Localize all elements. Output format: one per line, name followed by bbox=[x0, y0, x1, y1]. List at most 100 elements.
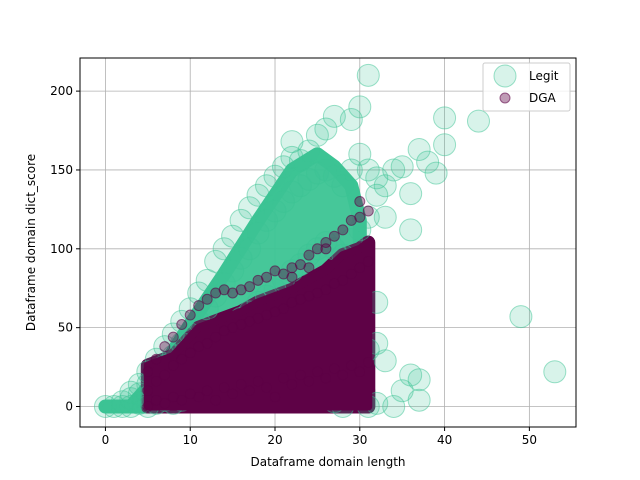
dga-point bbox=[261, 382, 273, 394]
plot-frame bbox=[79, 57, 577, 428]
legit-point bbox=[170, 309, 194, 333]
dga-point bbox=[150, 353, 162, 365]
y-tick-label: 0 bbox=[65, 400, 73, 414]
dga-point bbox=[277, 303, 289, 315]
dga-point bbox=[184, 347, 196, 359]
legit-point bbox=[110, 395, 134, 418]
legend-dga-marker bbox=[499, 92, 511, 104]
dga-point bbox=[210, 394, 222, 406]
dga-point bbox=[201, 337, 213, 349]
legit-point bbox=[424, 161, 448, 185]
dga-point bbox=[286, 378, 298, 390]
dga-point bbox=[218, 382, 230, 394]
legit-point bbox=[348, 95, 372, 119]
legit-point bbox=[509, 305, 533, 329]
x-tick-label: 0 bbox=[102, 433, 110, 447]
dga-point bbox=[320, 372, 332, 384]
dga-point bbox=[244, 281, 256, 293]
dga-point bbox=[159, 369, 171, 381]
dga-point bbox=[227, 388, 239, 400]
y-tick-label: 50 bbox=[58, 321, 73, 335]
y-axis-label: Dataframe domain dict_score bbox=[24, 154, 38, 331]
legit-point bbox=[466, 109, 490, 133]
legit-point bbox=[255, 174, 279, 198]
x-tick-label: 20 bbox=[267, 433, 282, 447]
dga-point bbox=[193, 391, 205, 403]
dga-dense-band-top bbox=[143, 238, 373, 411]
dga-point bbox=[362, 356, 374, 368]
dga-point bbox=[176, 394, 188, 406]
legit-point bbox=[407, 368, 431, 392]
legit-point bbox=[195, 297, 219, 321]
legit-point bbox=[433, 106, 457, 130]
legit-point bbox=[221, 259, 245, 283]
legit-point bbox=[238, 196, 262, 220]
dga-point bbox=[142, 385, 154, 397]
y-tick-label: 200 bbox=[50, 84, 73, 98]
legit-point bbox=[365, 166, 389, 190]
dga-point bbox=[201, 385, 213, 397]
legit-point bbox=[204, 284, 228, 308]
dga-point bbox=[354, 262, 366, 274]
legit-point bbox=[314, 117, 338, 141]
dga-point bbox=[345, 268, 357, 280]
legit-point bbox=[229, 246, 253, 270]
dga-point bbox=[235, 378, 247, 390]
dga-point bbox=[261, 271, 273, 283]
dga-point bbox=[159, 397, 171, 409]
legit-point bbox=[263, 199, 287, 223]
dga-point bbox=[345, 360, 357, 371]
y-tick-label: 100 bbox=[50, 242, 73, 256]
dga-point bbox=[311, 366, 323, 378]
dga-point bbox=[354, 211, 366, 223]
dga-point bbox=[294, 369, 306, 381]
dga-point bbox=[159, 341, 171, 353]
dga-point bbox=[193, 300, 205, 312]
legit-point bbox=[305, 161, 329, 185]
dga-point bbox=[167, 360, 179, 371]
dga-point bbox=[303, 249, 315, 261]
dga-point bbox=[328, 230, 340, 242]
legit-point bbox=[339, 108, 363, 131]
legit-point bbox=[246, 183, 270, 207]
dga-point bbox=[303, 262, 315, 274]
legit-point bbox=[322, 104, 346, 128]
legend: Legit DGA bbox=[482, 62, 571, 112]
legend-legit-label: Legit bbox=[529, 69, 559, 83]
legit-point bbox=[255, 208, 279, 232]
dga-point bbox=[328, 363, 340, 375]
dga-point bbox=[150, 375, 162, 387]
axis-ticks: 0 10 20 30 40 50 0 50 100 150 200 bbox=[50, 84, 537, 447]
legit-point bbox=[433, 133, 457, 157]
dga-point bbox=[184, 309, 196, 321]
legit-point bbox=[407, 388, 431, 412]
legit-point bbox=[365, 183, 389, 207]
legit-point bbox=[543, 360, 567, 384]
x-axis-label: Dataframe domain length bbox=[250, 455, 405, 469]
legit-point bbox=[390, 155, 414, 179]
legit-point bbox=[356, 158, 380, 182]
legit-point bbox=[373, 205, 397, 229]
x-tick-label: 10 bbox=[183, 433, 198, 447]
dga-point bbox=[142, 366, 154, 378]
dga-point bbox=[311, 243, 323, 255]
dga-point bbox=[337, 274, 349, 286]
legend-dga-label: DGA bbox=[529, 91, 557, 105]
dga-point bbox=[337, 369, 349, 381]
dga-point bbox=[286, 271, 298, 283]
legit-point bbox=[246, 221, 270, 245]
dga-point bbox=[320, 284, 332, 296]
legit-point bbox=[263, 164, 287, 188]
dga-point bbox=[354, 366, 366, 378]
x-tick-label: 30 bbox=[352, 433, 367, 447]
dga-point bbox=[252, 375, 264, 387]
legit-point bbox=[356, 63, 380, 87]
legit-point bbox=[407, 137, 431, 161]
x-tick-label: 50 bbox=[522, 433, 537, 447]
legit-point bbox=[271, 190, 295, 213]
dga-point bbox=[303, 375, 315, 387]
dga-point bbox=[354, 196, 366, 207]
legit-point bbox=[229, 208, 253, 232]
legit-point bbox=[382, 158, 406, 182]
